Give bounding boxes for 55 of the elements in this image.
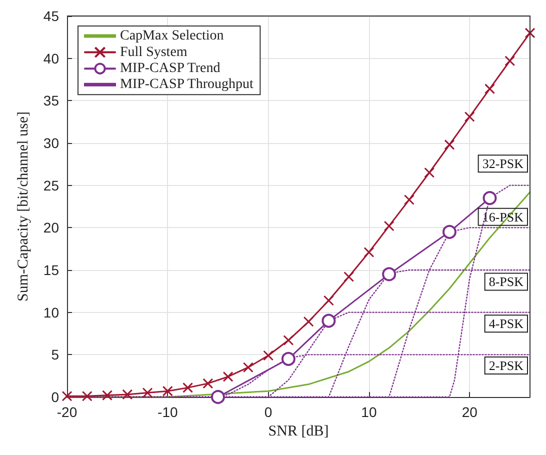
point [281, 352, 296, 366]
legend-label: MIP-CASP Throughput [120, 77, 254, 92]
point [344, 272, 354, 282]
point [364, 246, 374, 258]
point [82, 390, 92, 402]
point [202, 378, 214, 389]
y-tick-label: 35 [43, 92, 60, 109]
x-tick-label: 20 [462, 404, 478, 420]
point [242, 362, 254, 373]
point [442, 224, 456, 239]
y-tick-label: 25 [43, 177, 60, 194]
point [444, 139, 455, 150]
point [504, 56, 516, 66]
point [122, 389, 133, 400]
y-tick-label: 30 [43, 135, 60, 151]
y-tick-label: 15 [43, 262, 60, 278]
y-tick-label: 0 [51, 389, 60, 405]
legend-label: CapMax Selection [120, 28, 224, 44]
point [482, 191, 497, 206]
point [322, 314, 336, 328]
x-tick-label: 0 [264, 404, 272, 420]
annotation: 8-PSK [488, 274, 524, 290]
annotation: 4-PSK [488, 316, 524, 332]
point [303, 316, 314, 327]
point [263, 350, 274, 361]
point [384, 220, 394, 232]
y-tick-label: 45 [43, 8, 60, 24]
point [182, 382, 194, 393]
point [162, 386, 173, 396]
y-axis-title: Sum-Capacity [bit/channel use] [16, 112, 32, 302]
y-tick-label: 10 [43, 304, 60, 320]
point [524, 28, 536, 38]
y-tick-label: 20 [43, 220, 60, 236]
legend-label: MIP-CASP Trend [120, 61, 220, 76]
x-tick-label: 10 [361, 404, 377, 420]
point [323, 295, 334, 306]
point [283, 335, 294, 346]
x-axis-title: SNR [dB] [268, 423, 329, 440]
x-tick-label: -10 [158, 404, 178, 420]
point [102, 390, 113, 401]
point [464, 112, 475, 122]
point [210, 390, 225, 404]
point [62, 390, 72, 402]
point [404, 194, 414, 205]
legend-label: Full System [120, 44, 188, 60]
point [382, 267, 396, 282]
point [484, 84, 495, 94]
point [142, 388, 153, 398]
annotation: 32-PSK [482, 156, 524, 172]
point [424, 167, 435, 178]
y-tick-label: 40 [43, 50, 60, 66]
annotation: 2-PSK [488, 358, 524, 374]
y-tick-label: 5 [51, 346, 60, 363]
x-tick-label: -20 [56, 404, 78, 420]
point [222, 371, 234, 382]
